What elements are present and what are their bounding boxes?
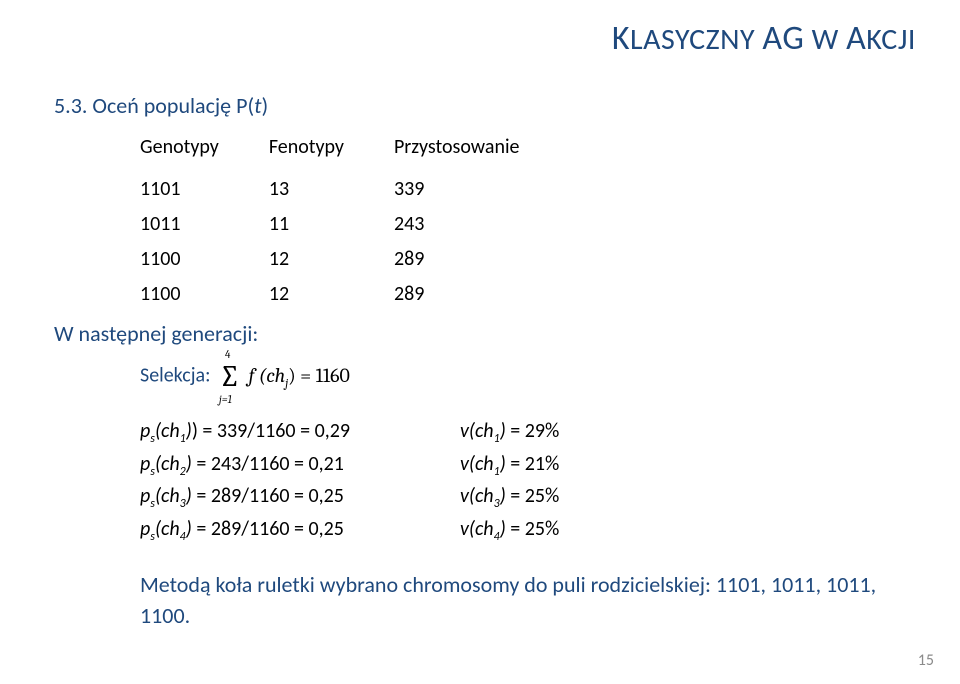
- table-cell: 1100: [140, 280, 219, 309]
- table-cell: 1101: [140, 175, 219, 204]
- section-num-text: 5.3. Oceń populację P(: [54, 92, 254, 119]
- sum-body-post: ) = 1160: [288, 364, 350, 387]
- prob-left: ps(ch2) = 243/1160 = 0,21: [140, 449, 460, 482]
- prob-left-val: ) = 339/1160 = 0,29: [192, 419, 350, 443]
- table-cell: 13: [269, 175, 344, 204]
- footer-text: Metodą koła ruletki wybrano chromosomy d…: [140, 570, 900, 632]
- sum-body-pre: f (ch: [249, 364, 286, 387]
- section-close: ): [262, 92, 269, 119]
- title-text: KLASYCZNY AG W AKCJI: [612, 21, 916, 58]
- prob-row: ps(ch1)) = 339/1160 = 0,29 v(ch1) = 29%: [140, 416, 559, 449]
- table-cell: 339: [394, 175, 520, 204]
- generation-line: W następnej generacji:: [54, 320, 258, 347]
- section-t: t: [254, 92, 261, 119]
- prob-right: v(ch3) = 25%: [460, 481, 559, 514]
- sum-expression: 4 ∑ j=41 f (chj) = 1160: [215, 364, 350, 387]
- table-cell: 289: [394, 280, 520, 309]
- selekcja-line: Selekcja: 4 ∑ j=41 f (chj) = 1160: [140, 362, 350, 392]
- table-cell: 243: [394, 210, 520, 239]
- table-cell: 12: [269, 280, 344, 309]
- prob-row: ps(ch3) = 289/1160 = 0,25 v(ch3) = 25%: [140, 481, 559, 514]
- sum-upper: 4: [225, 348, 230, 361]
- slide-title: KLASYCZNY AG W AKCJI: [612, 18, 916, 59]
- prob-row: ps(ch4) = 289/1160 = 0,25 v(ch4) = 25%: [140, 514, 559, 547]
- col-header: Genotypy: [140, 135, 219, 159]
- table-cell: 11: [269, 210, 344, 239]
- col-fenotypy: Fenotypy 13 11 12 12: [269, 135, 344, 309]
- page-number: 15: [918, 651, 934, 670]
- table-cell: 12: [269, 245, 344, 274]
- col-header: Fenotypy: [269, 135, 344, 159]
- prob-row: ps(ch2) = 243/1160 = 0,21 v(ch1) = 21%: [140, 449, 559, 482]
- table-cell: 1100: [140, 245, 219, 274]
- prob-right: v(ch1) = 29%: [460, 416, 559, 449]
- col-genotypy: Genotypy 1101 1011 1100 1100: [140, 135, 219, 309]
- col-header: Przystosowanie: [394, 135, 520, 159]
- sum-lower: j=41: [219, 393, 232, 406]
- prob-left: ps(ch1)) = 339/1160 = 0,29: [140, 416, 460, 449]
- prob-right: v(ch1) = 21%: [460, 449, 559, 482]
- selekcja-label: Selekcja:: [140, 364, 210, 388]
- prob-left: ps(ch3) = 289/1160 = 0,25: [140, 481, 460, 514]
- genotype-table: Genotypy 1101 1011 1100 1100 Fenotypy 13…: [140, 135, 520, 309]
- col-przystosowanie: Przystosowanie 339 243 289 289: [394, 135, 520, 309]
- prob-left: ps(ch4) = 289/1160 = 0,25: [140, 514, 460, 547]
- table-cell: 289: [394, 245, 520, 274]
- table-cell: 1011: [140, 210, 219, 239]
- section-heading: 5.3. Oceń populację P(t): [54, 92, 268, 119]
- prob-right: v(ch4) = 25%: [460, 514, 559, 547]
- probability-list: ps(ch1)) = 339/1160 = 0,29 v(ch1) = 29% …: [140, 416, 559, 546]
- sigma-icon: 4 ∑ j=41: [219, 362, 240, 392]
